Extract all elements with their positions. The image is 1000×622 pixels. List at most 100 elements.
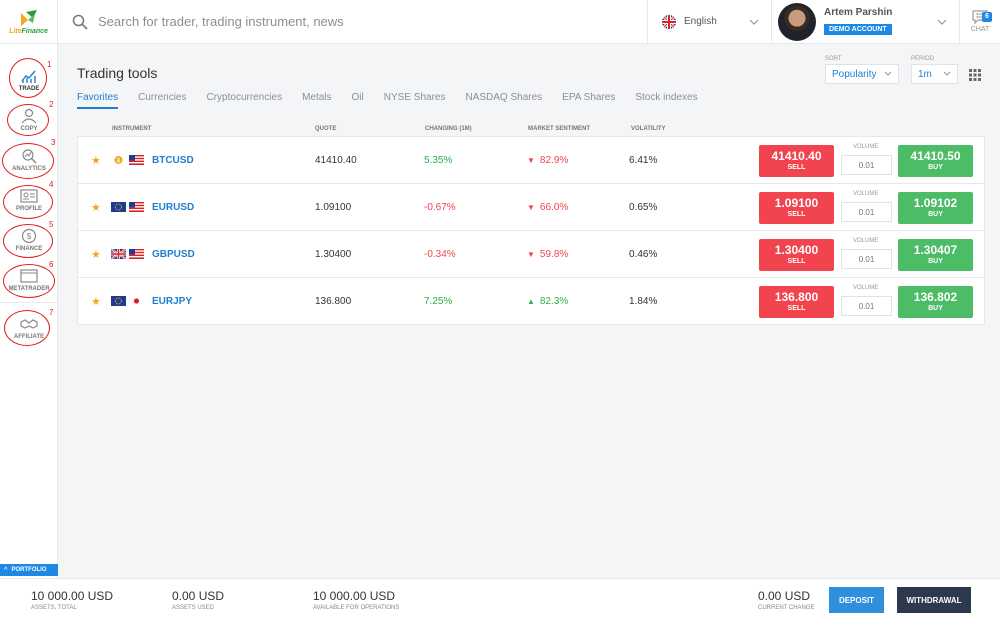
sell-button[interactable]: 41410.40 SELL	[759, 145, 834, 177]
volume-input[interactable]	[841, 155, 892, 175]
language-selector[interactable]: English	[648, 0, 772, 43]
buy-button[interactable]: 1.30407 BUY	[898, 239, 973, 271]
column-header-volatility: VOLATILITY	[631, 126, 666, 132]
annotation-number: 4	[49, 180, 54, 189]
sell-price: 41410.40	[771, 149, 822, 163]
language-label: English	[684, 16, 717, 27]
tab-stock-indexes[interactable]: Stock indexes	[635, 92, 698, 103]
instrument-symbol[interactable]: EURJPY	[152, 295, 193, 307]
table-row[interactable]: ★ EURJPY 136.800 7.25% ▲ 82.3% 1.84% 136.…	[78, 278, 984, 324]
logo[interactable]: LiteFinance	[0, 0, 58, 44]
sidebar-item-label: COPY	[20, 126, 38, 132]
sidebar-item-analytics[interactable]: ANALYTICS	[0, 140, 58, 180]
tab-nyse-shares[interactable]: NYSE Shares	[383, 92, 446, 103]
sell-label: SELL	[787, 211, 806, 218]
tab-nasdaq-shares[interactable]: NASDAQ Shares	[465, 92, 543, 103]
logo-text: LiteFinance	[9, 28, 48, 35]
favorite-star-icon[interactable]: ★	[91, 248, 101, 261]
sidebar-item-finance[interactable]: $ FINANCE	[0, 220, 58, 260]
sidebar-item-copy[interactable]: COPY	[0, 100, 58, 140]
volume-label: VOLUME	[853, 238, 879, 244]
grid-view-icon[interactable]	[969, 69, 981, 81]
buy-label: BUY	[928, 305, 943, 312]
column-header-instrument: INSTRUMENT	[112, 126, 152, 132]
buy-price: 1.30407	[913, 243, 958, 257]
sell-label: SELL	[787, 164, 806, 171]
favorite-star-icon[interactable]: ★	[91, 154, 101, 167]
favorite-star-icon[interactable]: ★	[91, 201, 101, 214]
tab-epa-shares[interactable]: EPA Shares	[562, 92, 616, 103]
buy-button[interactable]: 41410.50 BUY	[898, 145, 973, 177]
sidebar-item-affiliate[interactable]: AFFILIATE	[0, 308, 58, 348]
us-flag-icon	[129, 155, 144, 165]
search-input[interactable]	[98, 14, 598, 29]
buy-button[interactable]: 136.802 BUY	[898, 286, 973, 318]
analytics-icon	[22, 149, 37, 164]
id-card-icon	[20, 189, 38, 203]
chart-icon	[21, 70, 36, 83]
volume-label: VOLUME	[853, 285, 879, 291]
sidebar-item-metatrader[interactable]: METATRADER	[0, 260, 58, 300]
tab-metals[interactable]: Metals	[302, 92, 332, 103]
withdrawal-button[interactable]: WITHDRAWAL	[897, 587, 971, 613]
avatar	[778, 2, 816, 41]
current-change-value: 0.00 USD	[758, 589, 811, 603]
volatility-value: 6.41%	[629, 154, 658, 166]
period-select[interactable]: 1m	[911, 64, 958, 84]
column-header-sentiment: MARKET SENTIMENT	[528, 126, 590, 132]
instrument-symbol[interactable]: EURUSD	[152, 201, 195, 213]
chevron-down-icon	[884, 71, 892, 76]
change-value: 7.25%	[424, 295, 453, 307]
sidebar-item-trade[interactable]: TRADE	[0, 60, 58, 100]
assets-total-label: ASSETS, TOTAL	[31, 605, 77, 611]
instrument-flags	[111, 231, 147, 277]
quote-value: 1.30400	[315, 248, 352, 260]
volume-input[interactable]	[841, 296, 892, 316]
japan-flag-icon	[129, 296, 144, 306]
sort-select[interactable]: Popularity	[825, 64, 899, 84]
user-menu[interactable]: Artem Parshin DEMO ACCOUNT	[772, 0, 960, 43]
chat-count-badge: 6	[982, 12, 992, 22]
volume-input[interactable]	[841, 249, 892, 269]
buy-label: BUY	[928, 258, 943, 265]
sell-price: 1.30400	[774, 243, 819, 257]
sentiment-value: 66.0%	[539, 201, 569, 213]
buy-price: 41410.50	[910, 149, 961, 163]
assets-used-label: ASSETS USED	[172, 605, 215, 611]
eu-flag-icon	[111, 202, 126, 212]
sidebar-item-profile[interactable]: PROFILE	[0, 180, 58, 220]
volume-input[interactable]	[841, 202, 892, 222]
window-icon	[20, 269, 38, 283]
triangle-down-icon: ▼	[527, 249, 535, 259]
chat-button[interactable]: 6 CHAT	[960, 0, 1000, 43]
tab-currencies[interactable]: Currencies	[138, 92, 187, 103]
sell-button[interactable]: 1.30400 SELL	[759, 239, 834, 271]
instrument-tabs: Favorites Currencies Cryptocurrencies Me…	[77, 92, 718, 109]
column-header-changing: CHANGING (1M)	[425, 126, 472, 132]
buy-label: BUY	[928, 211, 943, 218]
sort-label: SORT	[825, 56, 842, 62]
table-row[interactable]: ★ B BTCUSD 41410.40 5.35% ▼ 82.9% 6.41% 4…	[78, 137, 984, 184]
search-bar[interactable]	[58, 0, 648, 43]
sell-button[interactable]: 136.800 SELL	[759, 286, 834, 318]
table-row[interactable]: ★ EURUSD 1.09100 -0.67% ▼ 66.0% 0.65% 1.0…	[78, 184, 984, 231]
sidebar-item-label: ANALYTICS	[12, 166, 46, 172]
sentiment-value: 82.9%	[539, 154, 569, 166]
favorite-star-icon[interactable]: ★	[91, 295, 101, 308]
period-label: PERIOD	[911, 56, 935, 62]
buy-button[interactable]: 1.09102 BUY	[898, 192, 973, 224]
instrument-symbol[interactable]: BTCUSD	[152, 154, 194, 166]
tab-oil[interactable]: Oil	[351, 92, 364, 103]
market-sentiment: ▲ 82.3%	[527, 278, 568, 324]
portfolio-toggle[interactable]: ^ PORTFOLIO	[0, 564, 58, 576]
deposit-button[interactable]: DEPOSIT	[829, 587, 884, 613]
tab-favorites[interactable]: Favorites	[77, 92, 119, 109]
sell-button[interactable]: 1.09100 SELL	[759, 192, 834, 224]
instrument-symbol[interactable]: GBPUSD	[152, 248, 195, 260]
instrument-flags	[111, 278, 147, 324]
instrument-flags: B	[111, 137, 147, 183]
table-row[interactable]: ★ GBPUSD 1.30400 -0.34% ▼ 59.8% 0.46% 1.3…	[78, 231, 984, 278]
sell-label: SELL	[787, 258, 806, 265]
tab-cryptocurrencies[interactable]: Cryptocurrencies	[206, 92, 283, 103]
chevron-down-icon	[943, 71, 951, 76]
